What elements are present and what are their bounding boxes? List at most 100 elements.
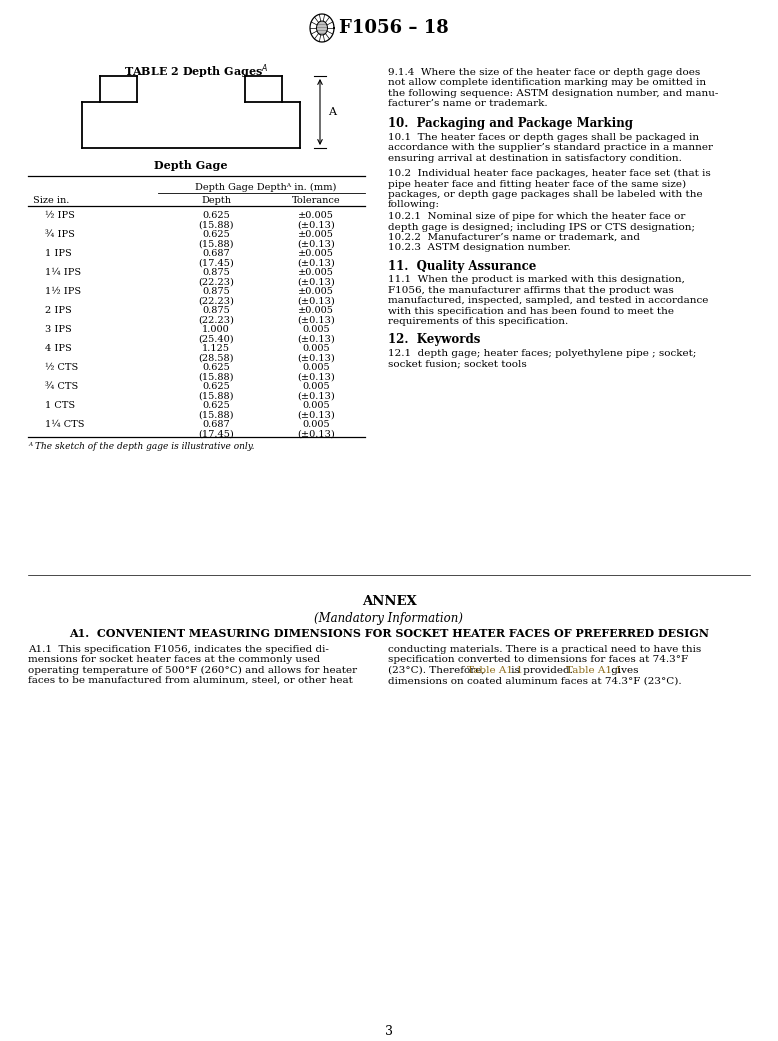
- Text: 10.2.1  Nominal size of pipe for which the heater face or: 10.2.1 Nominal size of pipe for which th…: [388, 212, 685, 222]
- Text: 1½ IPS: 1½ IPS: [45, 287, 81, 296]
- Text: A: A: [328, 107, 336, 117]
- Text: 12.1  depth gage; heater faces; polyethylene pipe ; socket;: 12.1 depth gage; heater faces; polyethyl…: [388, 349, 696, 358]
- Text: (15.88): (15.88): [198, 391, 233, 401]
- Text: 9.1.4  Where the size of the heater face or depth gage does: 9.1.4 Where the size of the heater face …: [388, 68, 700, 77]
- Text: (28.58): (28.58): [198, 354, 233, 362]
- Text: facturer’s name or trademark.: facturer’s name or trademark.: [388, 99, 548, 108]
- Text: dimensions on coated aluminum faces at 74.3°F (23°C).: dimensions on coated aluminum faces at 7…: [388, 676, 682, 685]
- Text: (23°C). Therefore,: (23°C). Therefore,: [388, 665, 488, 675]
- Text: pipe heater face and fitting heater face of the same size): pipe heater face and fitting heater face…: [388, 179, 686, 188]
- Text: (15.88): (15.88): [198, 373, 233, 381]
- Text: packages, or depth gage packages shall be labeled with the: packages, or depth gage packages shall b…: [388, 189, 703, 199]
- Text: 12.  Keywords: 12. Keywords: [388, 333, 480, 347]
- Text: ±0.005: ±0.005: [298, 211, 334, 220]
- Text: mensions for socket heater faces at the commonly used: mensions for socket heater faces at the …: [28, 656, 320, 664]
- Text: (±0.13): (±0.13): [297, 239, 335, 249]
- Text: ensuring arrival at destination in satisfactory condition.: ensuring arrival at destination in satis…: [388, 154, 682, 162]
- Text: Table A1.1: Table A1.1: [566, 665, 622, 675]
- Text: 0.875: 0.875: [202, 287, 230, 296]
- Text: not allow complete identification marking may be omitted in: not allow complete identification markin…: [388, 78, 706, 87]
- Text: 0.625: 0.625: [202, 401, 230, 410]
- Text: ½ CTS: ½ CTS: [45, 363, 79, 372]
- Text: 0.005: 0.005: [302, 344, 330, 353]
- Text: 0.005: 0.005: [302, 401, 330, 410]
- Text: operating temperature of 500°F (260°C) and allows for heater: operating temperature of 500°F (260°C) a…: [28, 665, 357, 675]
- Text: 0.005: 0.005: [302, 363, 330, 372]
- Text: A1.  CONVENIENT MEASURING DIMENSIONS FOR SOCKET HEATER FACES OF PREFERRED DESIGN: A1. CONVENIENT MEASURING DIMENSIONS FOR …: [69, 628, 709, 639]
- Text: is provided.: is provided.: [508, 665, 576, 675]
- Text: 10.1  The heater faces or depth gages shall be packaged in: 10.1 The heater faces or depth gages sha…: [388, 133, 699, 142]
- Text: requirements of this specification.: requirements of this specification.: [388, 316, 568, 326]
- Text: (22.23): (22.23): [198, 278, 234, 286]
- Text: ᴬ The sketch of the depth gage is illustrative only.: ᴬ The sketch of the depth gage is illust…: [28, 442, 254, 451]
- Text: accordance with the supplier’s standard practice in a manner: accordance with the supplier’s standard …: [388, 144, 713, 152]
- Text: 0.875: 0.875: [202, 268, 230, 277]
- Text: (±0.13): (±0.13): [297, 373, 335, 381]
- Text: (±0.13): (±0.13): [297, 278, 335, 286]
- Text: 0.875: 0.875: [202, 306, 230, 315]
- Text: following:: following:: [388, 200, 440, 209]
- Text: 2 IPS: 2 IPS: [45, 306, 72, 315]
- Text: (15.88): (15.88): [198, 239, 233, 249]
- Text: 0.687: 0.687: [202, 420, 230, 429]
- Text: (22.23): (22.23): [198, 297, 234, 305]
- Text: specification converted to dimensions for faces at 74.3°F: specification converted to dimensions fo…: [388, 656, 688, 664]
- Text: Table A1.1: Table A1.1: [467, 665, 523, 675]
- Text: A1.1  This specification F1056, indicates the specified di-: A1.1 This specification F1056, indicates…: [28, 645, 329, 654]
- Text: F1056, the manufacturer affirms that the product was: F1056, the manufacturer affirms that the…: [388, 286, 674, 295]
- Text: (17.45): (17.45): [198, 430, 234, 438]
- Text: 10.2.3  ASTM designation number.: 10.2.3 ASTM designation number.: [388, 244, 571, 253]
- Text: 1 IPS: 1 IPS: [45, 249, 72, 258]
- Text: depth gage is designed; including IPS or CTS designation;: depth gage is designed; including IPS or…: [388, 223, 695, 232]
- Text: 11.1  When the product is marked with this designation,: 11.1 When the product is marked with thi…: [388, 276, 685, 284]
- Text: 11.  Quality Assurance: 11. Quality Assurance: [388, 260, 536, 273]
- Text: conducting materials. There is a practical need to have this: conducting materials. There is a practic…: [388, 645, 701, 654]
- Text: (Mandatory Information): (Mandatory Information): [314, 612, 464, 625]
- Text: 4 IPS: 4 IPS: [45, 344, 72, 353]
- Text: ¾ CTS: ¾ CTS: [45, 382, 79, 391]
- Text: the following sequence: ASTM designation number, and manu-: the following sequence: ASTM designation…: [388, 88, 718, 98]
- Text: ±0.005: ±0.005: [298, 230, 334, 239]
- Text: Depth Gage Depthᴬ in. (mm): Depth Gage Depthᴬ in. (mm): [195, 183, 337, 193]
- Text: Depth: Depth: [201, 196, 231, 205]
- Text: gives: gives: [608, 665, 639, 675]
- Text: 0.005: 0.005: [302, 420, 330, 429]
- Text: TABLE 2 Depth Gages$^A$: TABLE 2 Depth Gages$^A$: [124, 62, 268, 80]
- Text: ½ IPS: ½ IPS: [45, 211, 75, 220]
- Text: 1 CTS: 1 CTS: [45, 401, 75, 410]
- Text: 10.  Packaging and Package Marking: 10. Packaging and Package Marking: [388, 118, 633, 130]
- Text: ±0.005: ±0.005: [298, 287, 334, 296]
- Text: (17.45): (17.45): [198, 258, 234, 268]
- Text: 0.625: 0.625: [202, 382, 230, 391]
- Text: 0.625: 0.625: [202, 211, 230, 220]
- Text: (±0.13): (±0.13): [297, 354, 335, 362]
- Text: faces to be manufactured from aluminum, steel, or other heat: faces to be manufactured from aluminum, …: [28, 676, 353, 685]
- Text: (25.40): (25.40): [198, 334, 234, 344]
- Text: ANNEX: ANNEX: [362, 595, 416, 608]
- Text: F1056 – 18: F1056 – 18: [339, 19, 449, 37]
- Text: (22.23): (22.23): [198, 315, 234, 325]
- Text: Size in.: Size in.: [33, 196, 69, 205]
- Text: (±0.13): (±0.13): [297, 315, 335, 325]
- Text: (±0.13): (±0.13): [297, 410, 335, 420]
- Text: 3 IPS: 3 IPS: [45, 325, 72, 334]
- Text: manufactured, inspected, sampled, and tested in accordance: manufactured, inspected, sampled, and te…: [388, 296, 709, 305]
- Text: (15.88): (15.88): [198, 410, 233, 420]
- Text: socket fusion; socket tools: socket fusion; socket tools: [388, 359, 527, 369]
- Text: (±0.13): (±0.13): [297, 430, 335, 438]
- Text: 1.125: 1.125: [202, 344, 230, 353]
- Text: (±0.13): (±0.13): [297, 221, 335, 229]
- Text: (±0.13): (±0.13): [297, 391, 335, 401]
- Text: ±0.005: ±0.005: [298, 306, 334, 315]
- Text: 1¼ IPS: 1¼ IPS: [45, 268, 81, 277]
- Text: (±0.13): (±0.13): [297, 297, 335, 305]
- Text: 0.005: 0.005: [302, 382, 330, 391]
- Text: 3: 3: [385, 1025, 393, 1038]
- Text: 0.625: 0.625: [202, 363, 230, 372]
- Text: 10.2  Individual heater face packages, heater face set (that is: 10.2 Individual heater face packages, he…: [388, 169, 711, 178]
- Text: 1.000: 1.000: [202, 325, 230, 334]
- Text: Depth Gage: Depth Gage: [154, 160, 228, 171]
- Text: ¾ IPS: ¾ IPS: [45, 230, 75, 239]
- Text: ±0.005: ±0.005: [298, 249, 334, 258]
- Text: Tolerance: Tolerance: [292, 196, 340, 205]
